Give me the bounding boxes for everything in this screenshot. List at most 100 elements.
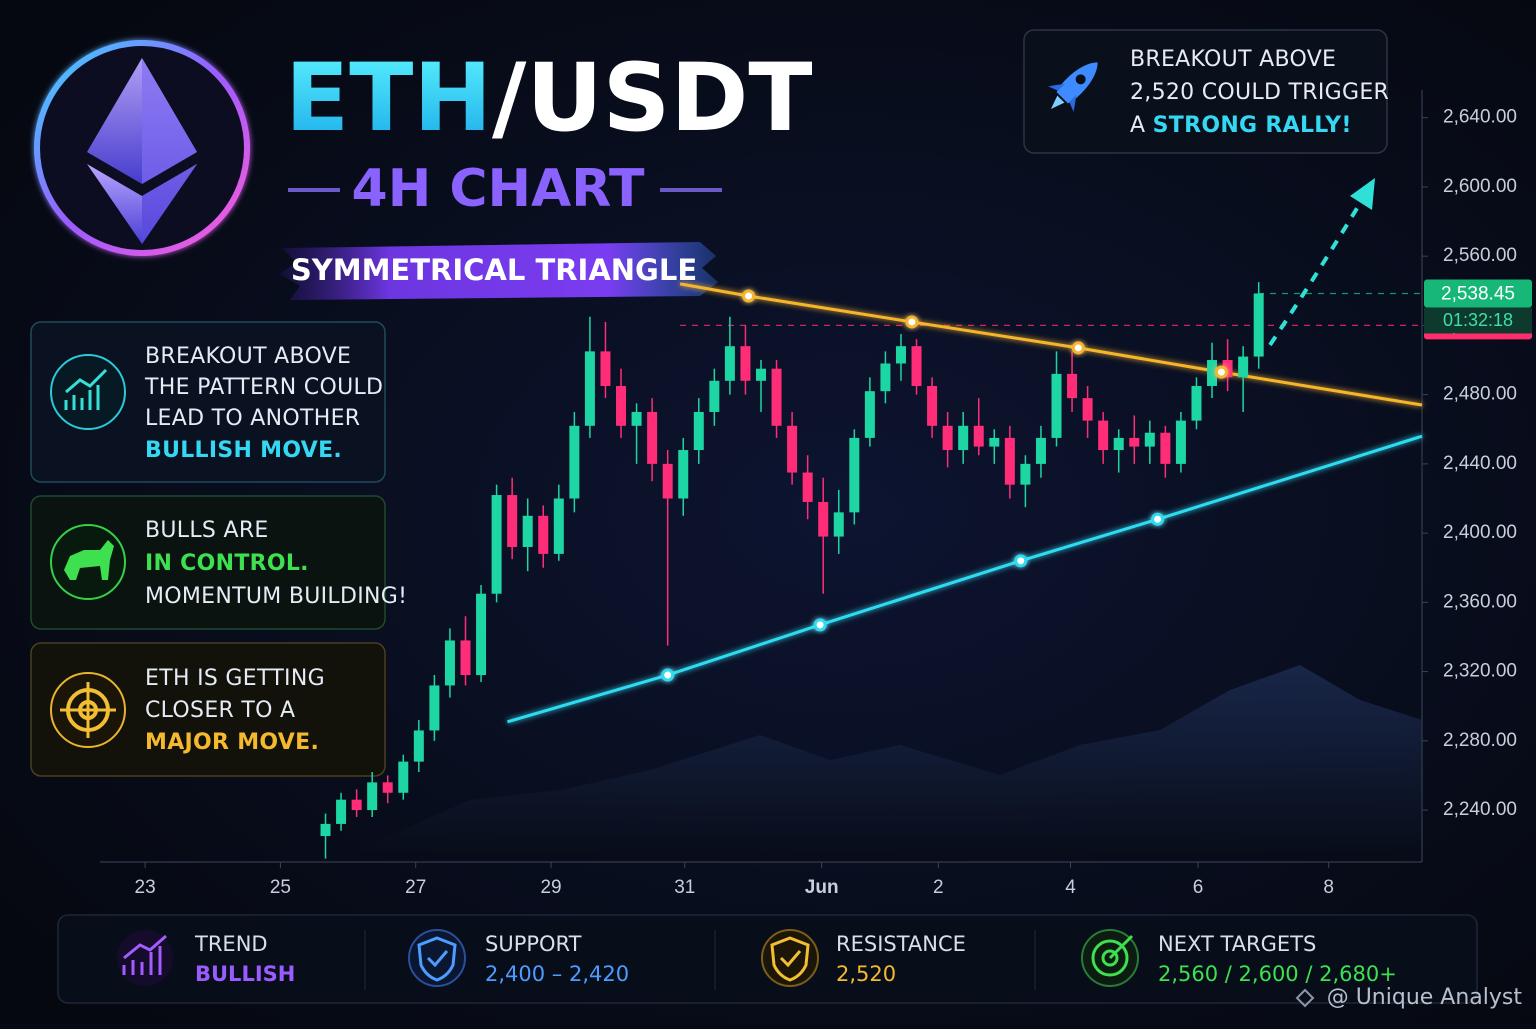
- support-touch: [1151, 512, 1165, 526]
- candle-body: [616, 385, 627, 426]
- countdown: 01:32:18: [1443, 310, 1513, 330]
- card-line: BULLS ARE: [145, 518, 269, 543]
- candle-body: [1035, 437, 1046, 464]
- x-tick-label: 4: [1065, 877, 1076, 898]
- callout-box: [1023, 29, 1388, 154]
- candle-body: [1175, 420, 1186, 464]
- support-touch: [813, 618, 827, 632]
- card: ETH IS GETTING CLOSER TO A MAJOR MOVE.: [30, 642, 386, 777]
- candle-body: [958, 425, 969, 451]
- card-line: CLOSER TO A: [145, 698, 295, 723]
- candle-body: [818, 501, 829, 537]
- breakout-arrow: [1268, 193, 1367, 347]
- y-tick-label: 2,240.00: [1443, 799, 1517, 820]
- watermark-logo: [1295, 988, 1315, 1008]
- candle-body: [320, 823, 331, 837]
- resistance-touch: [1071, 341, 1085, 355]
- candle-body: [880, 363, 891, 392]
- candle-body: [911, 346, 922, 386]
- x-tick-label: 27: [405, 877, 426, 898]
- card-line: THE PATTERN COULD: [144, 375, 383, 400]
- candle-body: [740, 346, 751, 381]
- card-line: MOMENTUM BUILDING!: [145, 584, 407, 609]
- candle-body: [989, 437, 1000, 447]
- callout-line: A STRONG RALLY!: [1130, 113, 1352, 138]
- price-tag: [1424, 279, 1532, 308]
- candle-body: [662, 463, 673, 499]
- title: ETH/USDT: [285, 44, 813, 153]
- title-base: ETH: [285, 44, 492, 153]
- candle-body: [693, 411, 704, 451]
- candle-body: [631, 411, 642, 426]
- candle-body: [569, 425, 580, 499]
- candle-body: [336, 799, 347, 824]
- candle-body: [398, 761, 409, 793]
- pattern-label: SYMMETRICAL TRIANGLE: [291, 253, 697, 287]
- candle-body: [771, 368, 782, 426]
- candle-body: [1191, 385, 1202, 421]
- callout-line: 2,520 COULD TRIGGER: [1130, 80, 1389, 105]
- candle-body: [429, 685, 440, 731]
- callout-text: A: [1130, 113, 1153, 138]
- candle-body: [1098, 420, 1109, 451]
- candle-body: [1129, 437, 1140, 447]
- candle-body: [895, 346, 906, 364]
- candle-body: [973, 425, 984, 447]
- candle-body: [724, 346, 735, 381]
- candle-body: [600, 351, 611, 386]
- card-line: LEAD TO ANOTHER: [145, 406, 360, 431]
- y-tick-label: 2,400.00: [1443, 522, 1517, 543]
- candle-body: [1207, 360, 1218, 386]
- candle-body: [1222, 360, 1233, 378]
- arrow-head: [1350, 178, 1375, 210]
- card-line: ETH IS GETTING: [145, 666, 325, 691]
- candle-body: [709, 380, 720, 412]
- footer-value: BULLISH: [195, 962, 295, 986]
- candle-body: [1144, 432, 1155, 447]
- callout-line: BREAKOUT ABOVE: [1130, 47, 1336, 72]
- card: BULLS ARE IN CONTROL. MOMENTUM BUILDING!: [30, 495, 407, 630]
- chart: 2,240.00 2,280.00 2,320.00 2,360.00 2,400.00…: [100, 90, 1532, 898]
- candle-body: [1004, 437, 1015, 485]
- x-tick-label: 25: [270, 877, 291, 898]
- support-touch: [661, 668, 675, 682]
- watermark: @ Unique Analyst: [1327, 985, 1523, 1010]
- candle-body: [538, 515, 549, 554]
- candle-body: [647, 411, 658, 464]
- x-tick-label: 31: [674, 877, 695, 898]
- resistance-touch: [1214, 365, 1228, 379]
- candle-body: [367, 782, 378, 811]
- candle-body: [553, 498, 564, 554]
- candle-body: [444, 640, 455, 686]
- title-quote: /USDT: [492, 44, 813, 153]
- candle-body: [522, 515, 533, 547]
- y-tick-label: 2,600.00: [1443, 176, 1517, 197]
- y-tick-label: 2,480.00: [1443, 384, 1517, 405]
- footer-value: 2,400 – 2,420: [485, 962, 629, 986]
- candle-body: [864, 391, 875, 438]
- candle-body: [476, 593, 487, 676]
- rocket-icon: [1048, 62, 1098, 112]
- card: BREAKOUT ABOVE THE PATTERN COULD LEAD TO…: [30, 321, 386, 483]
- candle-body: [678, 450, 689, 499]
- footer-value: 2,560 / 2,600 / 2,680+: [1158, 962, 1397, 986]
- resistance-touch: [905, 315, 919, 329]
- candle-body: [1067, 373, 1078, 399]
- candle-body: [787, 425, 798, 473]
- x-tick-label: 29: [540, 877, 561, 898]
- callout-highlight: STRONG RALLY!: [1153, 113, 1352, 138]
- x-tick-label: 2: [933, 877, 944, 898]
- footer-value: 2,520: [836, 962, 896, 986]
- candle-body: [1238, 356, 1249, 378]
- y-tick-label: 2,440.00: [1443, 453, 1517, 474]
- footer-label: SUPPORT: [485, 932, 582, 956]
- candle-body: [942, 425, 953, 451]
- candle-body: [833, 512, 844, 537]
- card-highlight: IN CONTROL.: [145, 551, 309, 576]
- x-tick-label: 8: [1323, 877, 1334, 898]
- y-tick-label: 2,560.00: [1443, 245, 1517, 266]
- support-icon: [408, 929, 466, 987]
- pattern-banner: [280, 242, 718, 300]
- candle-body: [1051, 373, 1062, 438]
